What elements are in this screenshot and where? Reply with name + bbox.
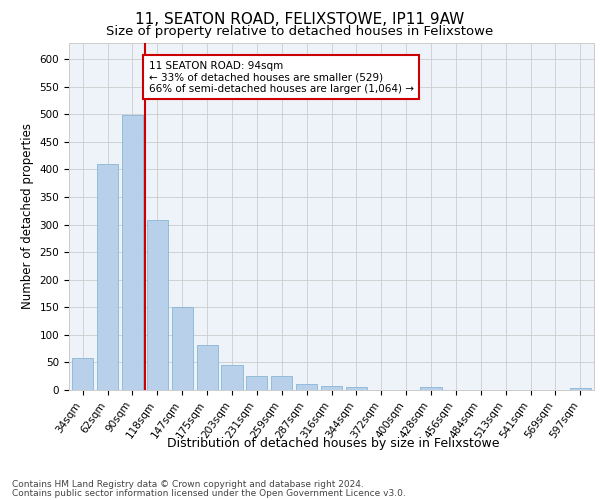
Bar [296,384,317,390]
Y-axis label: Number of detached properties: Number of detached properties [21,123,34,309]
Bar [246,376,268,390]
Bar [172,308,193,390]
Bar [147,220,168,390]
Bar [346,387,367,390]
Bar [122,116,143,390]
Bar [271,376,292,390]
Text: 11 SEATON ROAD: 94sqm
← 33% of detached houses are smaller (529)
66% of semi-det: 11 SEATON ROAD: 94sqm ← 33% of detached … [149,60,413,94]
Text: Size of property relative to detached houses in Felixstowe: Size of property relative to detached ho… [106,25,494,38]
Bar [72,358,93,390]
Bar [221,364,242,390]
Text: Contains public sector information licensed under the Open Government Licence v3: Contains public sector information licen… [12,488,406,498]
Text: 11, SEATON ROAD, FELIXSTOWE, IP11 9AW: 11, SEATON ROAD, FELIXSTOWE, IP11 9AW [136,12,464,28]
Bar [421,387,442,390]
Text: Distribution of detached houses by size in Felixstowe: Distribution of detached houses by size … [167,438,499,450]
Text: Contains HM Land Registry data © Crown copyright and database right 2024.: Contains HM Land Registry data © Crown c… [12,480,364,489]
Bar [570,388,591,390]
Bar [97,164,118,390]
Bar [321,386,342,390]
Bar [197,345,218,390]
